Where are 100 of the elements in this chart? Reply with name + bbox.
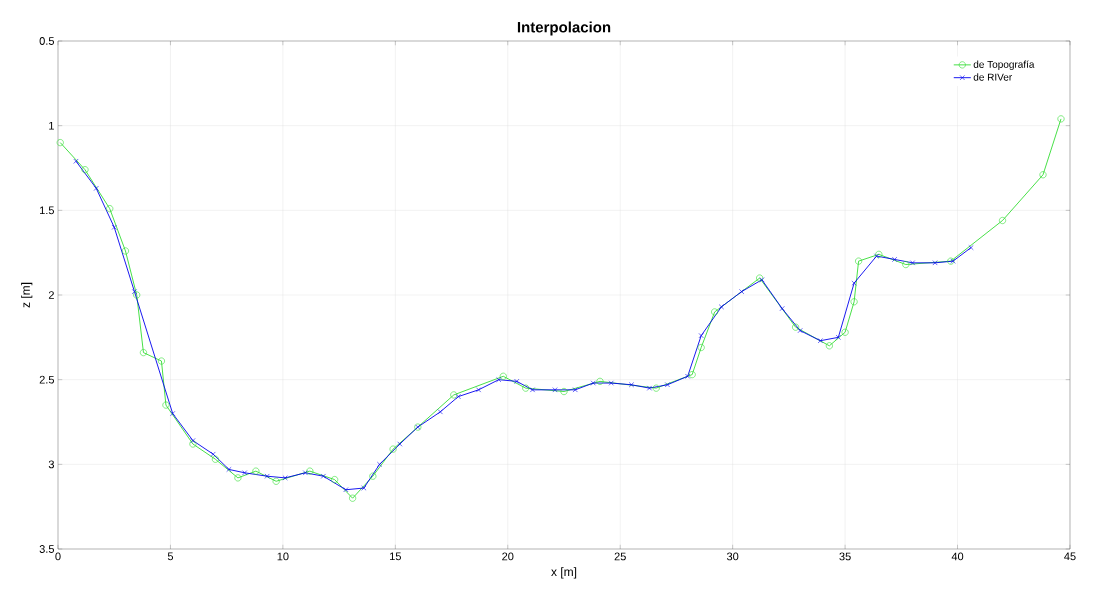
point — [226, 466, 232, 472]
point — [397, 441, 403, 447]
y-tick-label: 2.5 — [39, 375, 54, 384]
point — [1057, 115, 1065, 123]
point — [999, 217, 1007, 224]
point — [133, 291, 141, 299]
point — [264, 473, 270, 479]
point — [162, 401, 170, 409]
point — [850, 298, 858, 306]
point — [331, 476, 339, 484]
point — [739, 289, 745, 295]
point — [234, 474, 242, 482]
point — [377, 461, 383, 467]
x-tick-label: 25 — [614, 552, 626, 561]
point — [242, 470, 248, 476]
point — [131, 289, 138, 295]
point — [81, 166, 89, 174]
point — [572, 387, 578, 393]
point — [349, 494, 357, 502]
point — [93, 185, 99, 191]
point — [590, 380, 596, 386]
point — [697, 344, 705, 351]
point — [817, 338, 823, 344]
point — [157, 357, 165, 365]
chart-title: Interpolacion — [517, 21, 611, 36]
point — [306, 467, 314, 475]
legend-label: de Topografía — [973, 60, 1035, 70]
y-tick-label: 2 — [48, 291, 54, 299]
point — [596, 377, 604, 385]
point — [56, 139, 64, 147]
point — [851, 280, 857, 286]
point — [211, 455, 219, 463]
x-tick-label: 40 — [951, 552, 964, 561]
point — [210, 451, 216, 457]
point — [825, 342, 833, 350]
point — [302, 470, 308, 476]
point — [514, 378, 520, 384]
point — [968, 245, 974, 251]
point — [698, 333, 704, 339]
point — [282, 475, 288, 481]
point — [779, 305, 785, 312]
point — [552, 387, 558, 393]
y-axis-title: z [m] — [21, 282, 33, 308]
point — [170, 410, 176, 417]
point — [841, 328, 849, 336]
y-tick-label: 3.5 — [39, 545, 54, 553]
point — [190, 438, 196, 444]
point — [522, 384, 530, 392]
legend-label: de RIVer — [973, 73, 1013, 81]
point — [628, 382, 635, 388]
point — [455, 394, 461, 400]
point — [646, 385, 653, 391]
point — [892, 256, 898, 263]
point — [320, 473, 326, 479]
point — [437, 409, 443, 415]
point — [685, 373, 691, 379]
point — [450, 391, 458, 399]
point — [343, 487, 349, 493]
x-tick-label: 10 — [277, 552, 289, 561]
point — [664, 382, 670, 388]
point — [910, 260, 916, 266]
y-tick-label: 1 — [49, 121, 54, 130]
x-tick-label: 45 — [1064, 552, 1076, 561]
point — [106, 205, 114, 213]
point — [389, 445, 397, 453]
point — [652, 384, 660, 392]
point — [797, 328, 803, 334]
point — [835, 334, 841, 340]
x-axis-title: x [m] — [551, 567, 577, 579]
point — [369, 472, 377, 480]
point — [111, 224, 117, 230]
x-tick-label: 5 — [167, 552, 174, 561]
y-tick-label: 1.5 — [40, 206, 54, 215]
y-tick-label: 3 — [48, 460, 54, 469]
point — [189, 440, 197, 448]
point — [902, 261, 910, 269]
point — [855, 257, 863, 265]
point — [792, 323, 800, 331]
y-tick-label: 0.5 — [39, 37, 54, 45]
point — [272, 477, 280, 485]
point — [1039, 171, 1047, 179]
point — [121, 247, 129, 255]
point — [73, 158, 79, 164]
point — [496, 377, 502, 383]
point — [252, 467, 260, 475]
point — [560, 388, 568, 396]
x-tick-label: 35 — [839, 552, 851, 561]
point — [688, 371, 696, 379]
point — [499, 372, 507, 380]
point — [139, 349, 147, 357]
point — [608, 380, 614, 386]
x-tick-label: 30 — [726, 552, 739, 561]
point — [475, 387, 482, 393]
x-tick-label: 0 — [55, 552, 61, 561]
point — [718, 304, 724, 310]
x-tick-label: 20 — [502, 552, 514, 561]
point — [361, 485, 367, 491]
point — [932, 260, 938, 266]
x-tick-label: 15 — [390, 552, 401, 561]
point — [529, 387, 536, 393]
